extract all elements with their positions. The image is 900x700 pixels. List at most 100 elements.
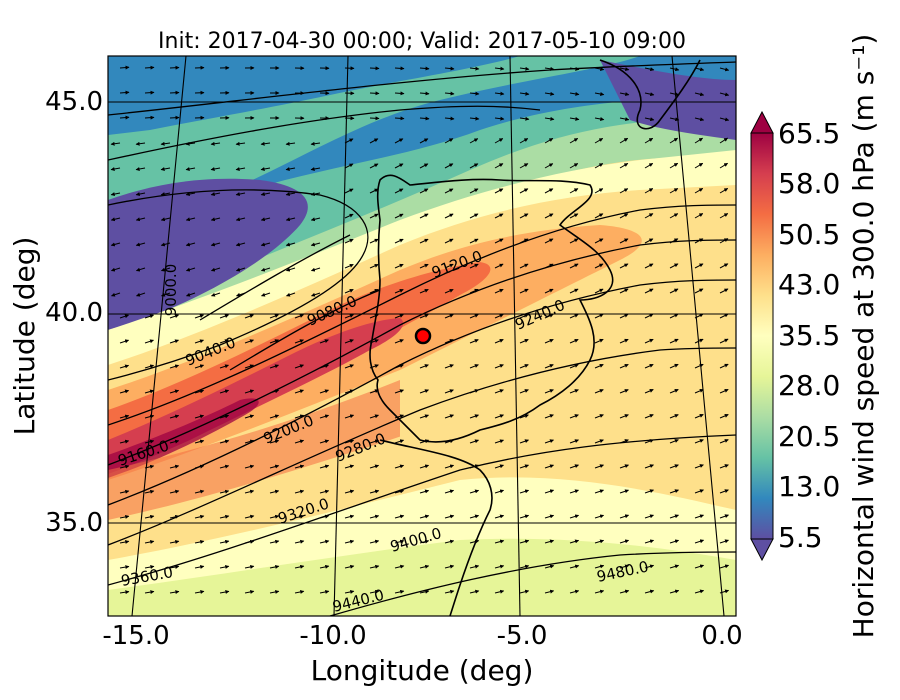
wind-vector-arrow	[544, 288, 554, 294]
wind-vector-arrow	[219, 414, 230, 419]
y-tick-label: 45.0	[45, 87, 103, 117]
wind-vector-arrow	[144, 389, 155, 394]
wind-vector-arrow	[169, 539, 180, 544]
wind-vector-arrow	[419, 288, 429, 294]
colorbar-ticks: 65.5 58.0 50.5 43.0 35.5 28.0 20.5 13.0 …	[778, 117, 840, 554]
wind-vector-arrow	[285, 141, 296, 146]
wind-vector-arrow	[594, 263, 604, 269]
wind-vector-arrow	[619, 514, 630, 519]
wind-vector-arrow	[444, 439, 454, 444]
wind-vector-arrow	[719, 117, 730, 122]
wind-vector-arrow	[694, 514, 704, 519]
wind-vector-arrow	[544, 539, 555, 544]
wind-vector-arrow	[319, 489, 330, 494]
wind-vector-arrow	[544, 464, 554, 469]
wind-vector-arrow	[494, 514, 505, 519]
wind-vector-arrow	[494, 188, 504, 194]
map-frame	[107, 55, 737, 617]
wind-vector-arrow	[719, 363, 729, 369]
wind-vector-arrow	[519, 489, 530, 494]
wind-vector-arrow	[669, 238, 679, 244]
wind-vector-arrow	[394, 238, 404, 244]
wind-vector-arrow	[494, 66, 505, 71]
wind-vector-arrow	[519, 138, 529, 144]
y-axis: 45.0 40.0 35.0 Latitude (deg)	[8, 87, 103, 538]
wind-vector-arrow	[469, 138, 479, 144]
wind-vector-arrow	[444, 539, 455, 544]
wind-vector-arrow	[669, 338, 679, 344]
wind-vector-arrow	[236, 292, 246, 297]
wind-vector-arrow	[144, 565, 155, 569]
wind-vector-arrow	[494, 138, 504, 144]
wind-vector-arrow	[169, 314, 179, 319]
wind-vector-arrow	[310, 217, 321, 222]
wind-vector-arrow	[285, 167, 296, 171]
wind-vector-arrow	[135, 217, 146, 222]
wind-vector-arrow	[569, 489, 579, 494]
wind-vector-arrow	[569, 414, 579, 419]
wind-vector-arrow	[594, 439, 604, 444]
wind-vector-arrow	[194, 489, 205, 494]
wind-vector-arrow	[494, 116, 505, 121]
wind-vector-arrow	[644, 464, 654, 469]
wind-vector-arrow	[594, 589, 605, 594]
wind-vector-arrow	[169, 489, 180, 494]
wind-vector-arrow	[169, 439, 180, 444]
wind-vector-arrow	[594, 188, 604, 194]
wind-vector-arrow	[394, 91, 405, 96]
wind-vector-arrow	[285, 217, 296, 222]
wind-vector-arrow	[294, 464, 305, 469]
wind-vector-arrow	[185, 267, 196, 272]
wind-vector-arrow	[444, 564, 455, 569]
wind-vector-arrow	[544, 389, 554, 394]
wind-vector-arrow	[344, 364, 354, 369]
wind-vector-arrow	[394, 389, 404, 394]
wind-vector-arrow	[161, 292, 171, 297]
wind-vector-arrow	[160, 242, 171, 247]
wind-vector-arrow	[719, 489, 729, 494]
colorbar: 65.5 58.0 50.5 43.0 35.5 28.0 20.5 13.0 …	[750, 34, 880, 638]
wind-vector-arrow	[119, 439, 130, 444]
wind-vector-arrow	[544, 137, 554, 144]
wind-vector-arrow	[194, 439, 205, 444]
wind-vector-arrow	[210, 141, 221, 146]
wind-vector-arrow	[169, 464, 180, 469]
wind-vector-arrow	[694, 439, 704, 444]
wind-vector-arrow	[719, 67, 730, 72]
wind-vector-arrow	[694, 162, 704, 169]
wind-vector-arrow	[344, 389, 354, 394]
wind-vector-arrow	[569, 539, 580, 544]
wind-vector-arrow	[444, 188, 454, 194]
map-panel: 9000.0 9040.0 9080.0 9120.0 9160.0 9200.…	[108, 56, 736, 616]
wind-vector-arrow	[694, 388, 704, 394]
wind-vector-arrow	[644, 117, 655, 122]
wind-vector-arrow	[619, 338, 629, 344]
wind-vector-arrow	[319, 314, 329, 319]
wind-vector-arrow	[194, 514, 205, 519]
wind-vector-arrow	[394, 589, 405, 594]
wind-vector-arrow	[594, 67, 605, 71]
wind-vector-arrow	[669, 288, 679, 294]
wind-vector-arrow	[119, 65, 130, 70]
wind-vector-arrow	[569, 589, 580, 594]
wind-vector-arrow	[444, 464, 455, 469]
wind-vector-arrow	[544, 589, 555, 594]
wind-vector-arrow	[644, 238, 654, 244]
wind-vector-arrow	[519, 263, 529, 269]
wind-vector-arrow	[719, 187, 729, 194]
wind-vector-arrow	[519, 439, 529, 444]
wind-vector-arrow	[619, 238, 629, 244]
x-tick-label: 0.0	[701, 621, 742, 651]
wind-vector-arrow	[260, 167, 271, 171]
wind-vector-arrow	[644, 338, 654, 344]
wind-vector-arrow	[394, 289, 404, 294]
wind-vector-arrow	[469, 116, 480, 121]
wind-vector-arrow	[169, 65, 180, 70]
wind-vector-arrow	[569, 564, 580, 569]
contour-label: 9000.0	[162, 264, 180, 317]
wind-vector-arrow	[519, 539, 530, 544]
wind-vector-arrow	[419, 564, 430, 569]
wind-vector-arrow	[494, 339, 504, 344]
wind-vector-arrow	[244, 389, 255, 394]
wind-vector-arrow	[594, 313, 604, 319]
